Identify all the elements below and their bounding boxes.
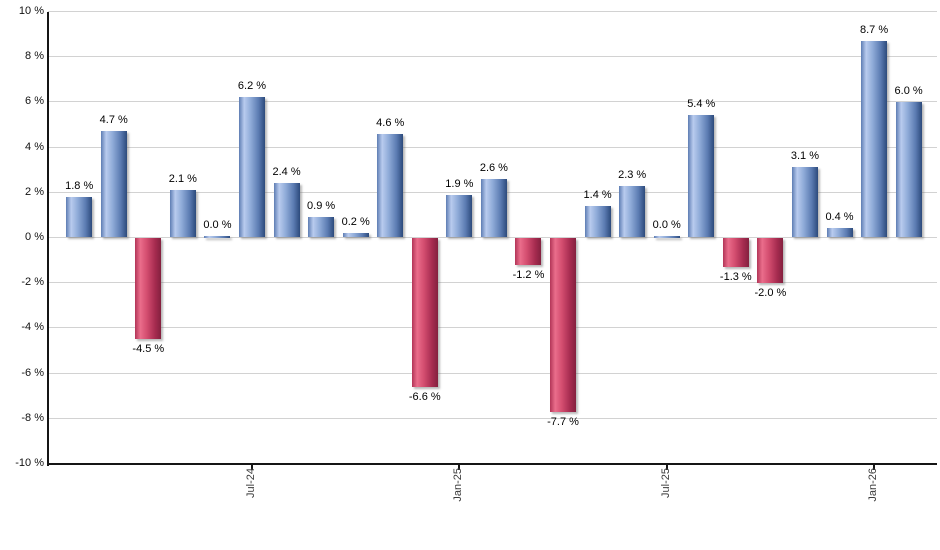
bar [169, 190, 196, 238]
bar [308, 217, 335, 238]
bar [66, 196, 93, 238]
gridline [48, 237, 937, 238]
bar [757, 237, 784, 283]
y-axis-label: -8 % [21, 411, 44, 424]
y-axis-label: -6 % [21, 366, 44, 379]
bar-value-label: -2.0 % [754, 286, 787, 299]
bar-value-label: 1.8 % [65, 179, 94, 192]
bar-value-label: -4.5 % [132, 343, 165, 356]
gridline [48, 146, 937, 148]
y-axis-label: 0 % [25, 231, 44, 243]
x-tick-mark [458, 465, 461, 470]
x-tick-mark [665, 465, 668, 470]
y-axis-label: 4 % [25, 140, 44, 153]
gridline [48, 417, 937, 419]
bar [515, 237, 542, 265]
x-axis-line [47, 463, 937, 465]
bar [411, 237, 438, 387]
bar-value-label: 0.4 % [825, 211, 854, 224]
gridline [48, 372, 937, 374]
bar-value-label: -1.3 % [719, 270, 752, 283]
bar [653, 235, 680, 238]
y-axis-label: 6 % [25, 95, 44, 108]
bar-value-label: 8.7 % [860, 23, 889, 36]
x-tick-label: Jan-25 [452, 468, 465, 502]
bar-value-label: 0.0 % [652, 218, 681, 231]
bar [342, 232, 369, 238]
gridline [48, 11, 937, 12]
y-axis-label: 2 % [25, 185, 44, 198]
bar [688, 115, 715, 238]
x-tick-label: Jul-24 [245, 468, 257, 498]
bar-value-label: 6.0 % [894, 84, 923, 97]
bar-value-label: 6.2 % [237, 80, 267, 93]
bar-value-label: 1.4 % [583, 188, 612, 201]
bar [480, 178, 507, 238]
y-axis-label: 10 % [18, 5, 44, 17]
x-tick-mark [251, 465, 253, 470]
bar [239, 97, 265, 238]
x-tick-label: Jul-25 [659, 468, 672, 498]
y-axis-label: -2 % [21, 276, 44, 289]
bar-value-label: 3.1 % [790, 150, 820, 163]
bar-value-label: 2.1 % [168, 173, 197, 186]
bar-value-label: 0.9 % [307, 200, 336, 213]
bar [273, 183, 300, 238]
bar-value-label: 2.3 % [618, 168, 647, 181]
bar [861, 40, 888, 238]
bar [619, 185, 646, 238]
bar-value-label: -6.6 % [408, 390, 441, 403]
gridline [48, 282, 937, 284]
y-axis-label: -4 % [21, 321, 44, 334]
y-axis-label: 8 % [25, 50, 44, 63]
y-axis-label: -10 % [15, 457, 44, 469]
bar [895, 101, 922, 238]
x-tick-label: Jan-26 [867, 468, 880, 502]
bar [791, 167, 818, 238]
bar [584, 205, 611, 238]
bar-value-label: 2.6 % [479, 161, 508, 174]
y-axis-line [47, 11, 49, 466]
bar [204, 235, 231, 238]
bar [377, 133, 404, 238]
bar [826, 228, 853, 238]
bar [446, 194, 473, 238]
bar-value-label: 4.6 % [376, 116, 405, 129]
bar [135, 237, 162, 340]
bar [100, 131, 127, 238]
bar-value-label: 4.7 % [99, 114, 128, 127]
bar-value-label: 2.4 % [272, 166, 301, 179]
bar-value-label: 0.2 % [341, 215, 370, 228]
gridline [48, 56, 937, 58]
x-tick-mark [873, 465, 876, 470]
gridline [48, 327, 937, 329]
bar-value-label: 5.4 % [687, 98, 716, 111]
bar-value-label: 0.0 % [203, 218, 232, 231]
bar-value-label: -7.7 % [547, 415, 579, 428]
gridline [48, 101, 937, 103]
bar [550, 237, 577, 412]
bar [722, 237, 749, 267]
bar-value-label: 1.9 % [445, 177, 474, 190]
bar-value-label: -1.2 % [512, 268, 545, 281]
